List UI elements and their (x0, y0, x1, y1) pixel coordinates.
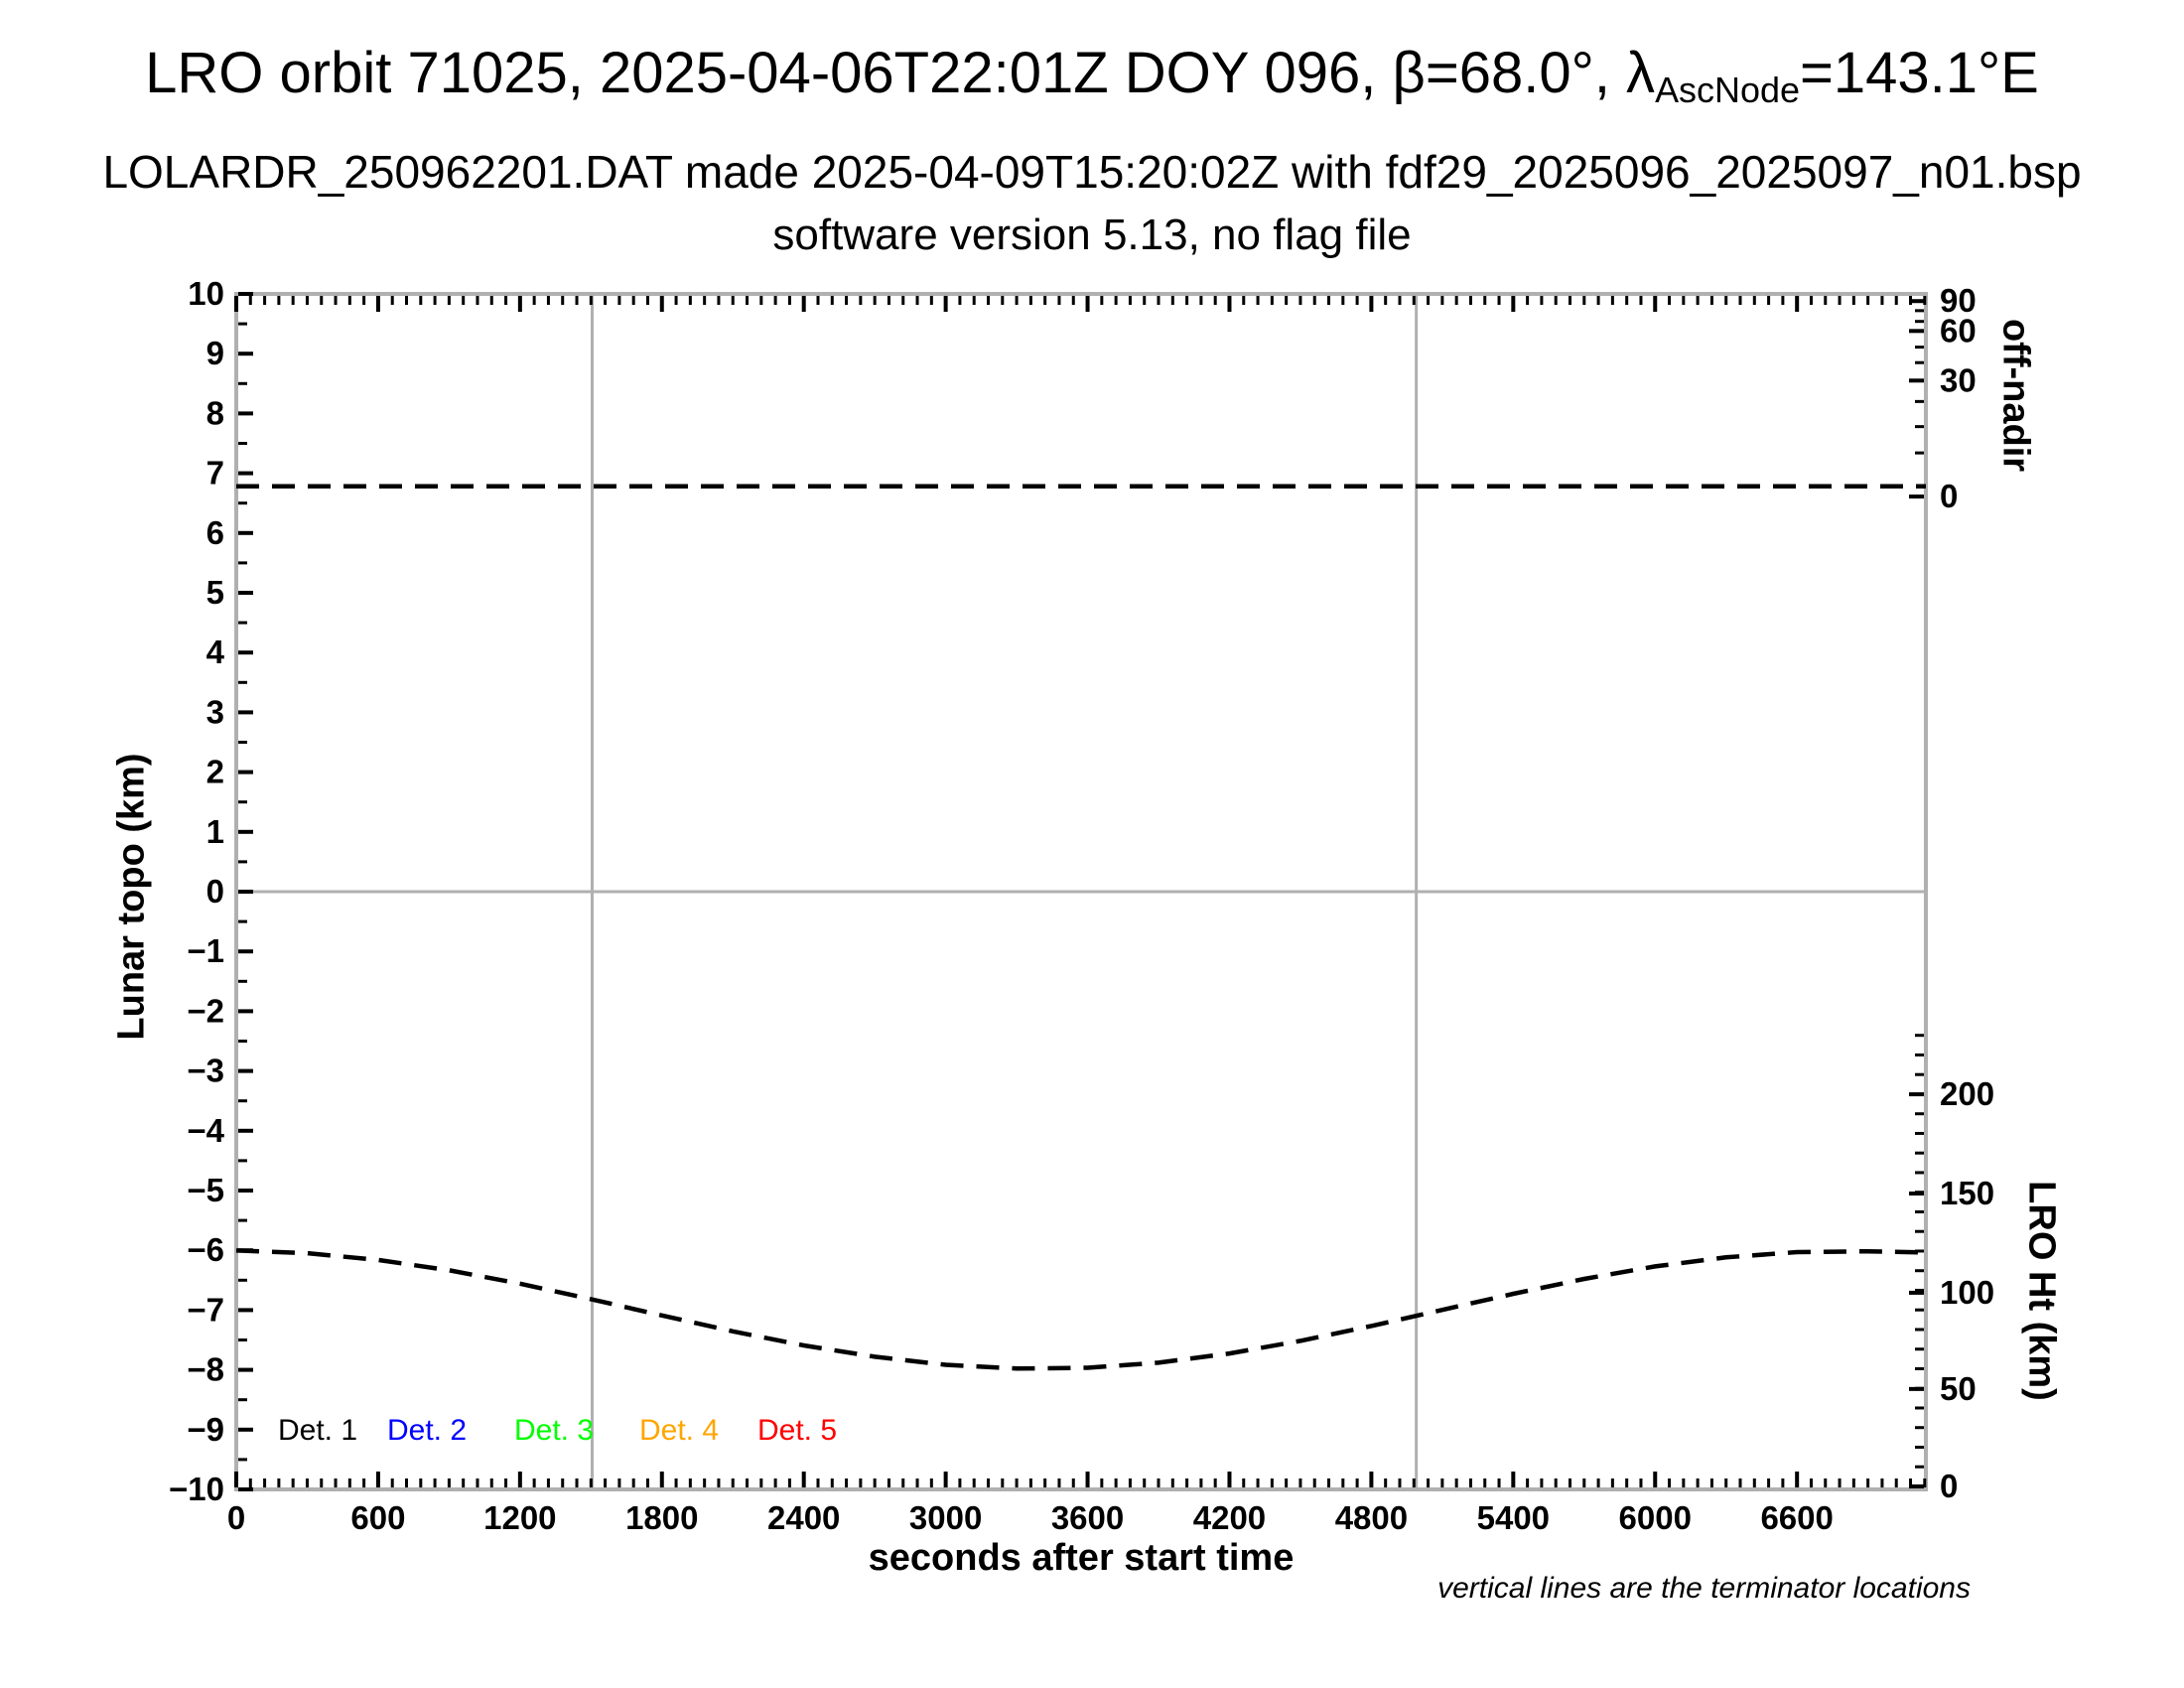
y-tick-label: −2 (187, 992, 224, 1029)
title-suffix: =143.1°E (1799, 41, 2039, 105)
y-tick-label: 1 (206, 813, 224, 850)
off-nadir-tick-label: 60 (1940, 312, 1977, 349)
software-version-subtitle: software version 5.13, no flag file (772, 211, 1412, 259)
x-tick-label: 1800 (625, 1499, 698, 1536)
legend-item-3: Det. 3 (514, 1414, 595, 1447)
y-tick-label: 4 (206, 633, 225, 670)
x-tick-label: 6600 (1760, 1499, 1833, 1536)
x-tick-label: 0 (227, 1499, 245, 1536)
y-tick-label: 0 (206, 873, 224, 910)
title-prefix: LRO orbit 71025, 2025-04-06T22:01Z DOY 0… (145, 41, 1656, 105)
legend-item-1: Det. 1 (278, 1414, 358, 1447)
lro-ht-tick-label: 100 (1940, 1274, 1994, 1311)
y-tick-label: −9 (187, 1411, 224, 1448)
x-tick-label: 3600 (1051, 1499, 1124, 1536)
y-tick-label: 7 (206, 455, 224, 492)
x-tick-label: 4200 (1193, 1499, 1266, 1536)
x-tick-label: 4800 (1335, 1499, 1408, 1536)
lro-ht-tick-label: 50 (1940, 1370, 1977, 1407)
y-tick-label: 10 (188, 275, 224, 312)
lro-ht-tick-label: 0 (1940, 1468, 1958, 1504)
x-tick-label: 600 (350, 1499, 405, 1536)
y-tick-label: 6 (206, 514, 224, 551)
y-tick-label: −10 (169, 1471, 224, 1507)
legend-item-5: Det. 5 (757, 1414, 838, 1447)
off-nadir-axis-title: off-nadir (1994, 318, 2037, 473)
y-tick-label: 8 (206, 394, 224, 431)
y-tick-label: −4 (187, 1112, 224, 1149)
y-tick-label: 2 (206, 754, 224, 790)
lro-height-axis-title: LRO Ht (km) (2020, 1181, 2063, 1401)
y-tick-label: −1 (187, 932, 224, 969)
left-axis-title: Lunar topo (km) (110, 753, 153, 1041)
x-tick-label: 3000 (909, 1499, 982, 1536)
y-tick-label: −3 (187, 1053, 224, 1089)
y-tick-label: 5 (206, 574, 224, 611)
lro-ht-tick-label: 150 (1940, 1175, 1994, 1211)
x-axis-title: seconds after start time (868, 1537, 1295, 1579)
x-tick-label: 1200 (483, 1499, 556, 1536)
y-tick-label: −5 (187, 1172, 224, 1208)
x-tick-label: 2400 (767, 1499, 840, 1536)
terminator-note: vertical lines are the terminator locati… (1437, 1572, 1971, 1605)
off-nadir-tick-label: 30 (1940, 361, 1977, 398)
y-tick-label: −6 (187, 1231, 224, 1268)
lro-ht-tick-label: 200 (1940, 1075, 1994, 1112)
y-tick-label: −8 (187, 1351, 224, 1388)
plot-frame (234, 292, 1928, 1491)
y-tick-label: −7 (187, 1291, 224, 1328)
y-tick-label: 3 (206, 693, 224, 730)
y-tick-label: 9 (206, 335, 224, 371)
legend-item-4: Det. 4 (639, 1414, 720, 1447)
legend-item-2: Det. 2 (387, 1414, 468, 1447)
x-tick-label: 5400 (1477, 1499, 1550, 1536)
data-file-subtitle: LOLARDR_250962201.DAT made 2025-04-09T15… (102, 146, 2082, 198)
series-lro-height (235, 1248, 1927, 1371)
title-subscript: AscNode (1655, 70, 1800, 111)
page-title: LRO orbit 71025, 2025-04-06T22:01Z DOY 0… (0, 40, 2184, 111)
off-nadir-tick-label: 90 (1940, 282, 1977, 319)
x-tick-label: 6000 (1619, 1499, 1692, 1536)
off-nadir-tick-label: 0 (1940, 478, 1958, 514)
